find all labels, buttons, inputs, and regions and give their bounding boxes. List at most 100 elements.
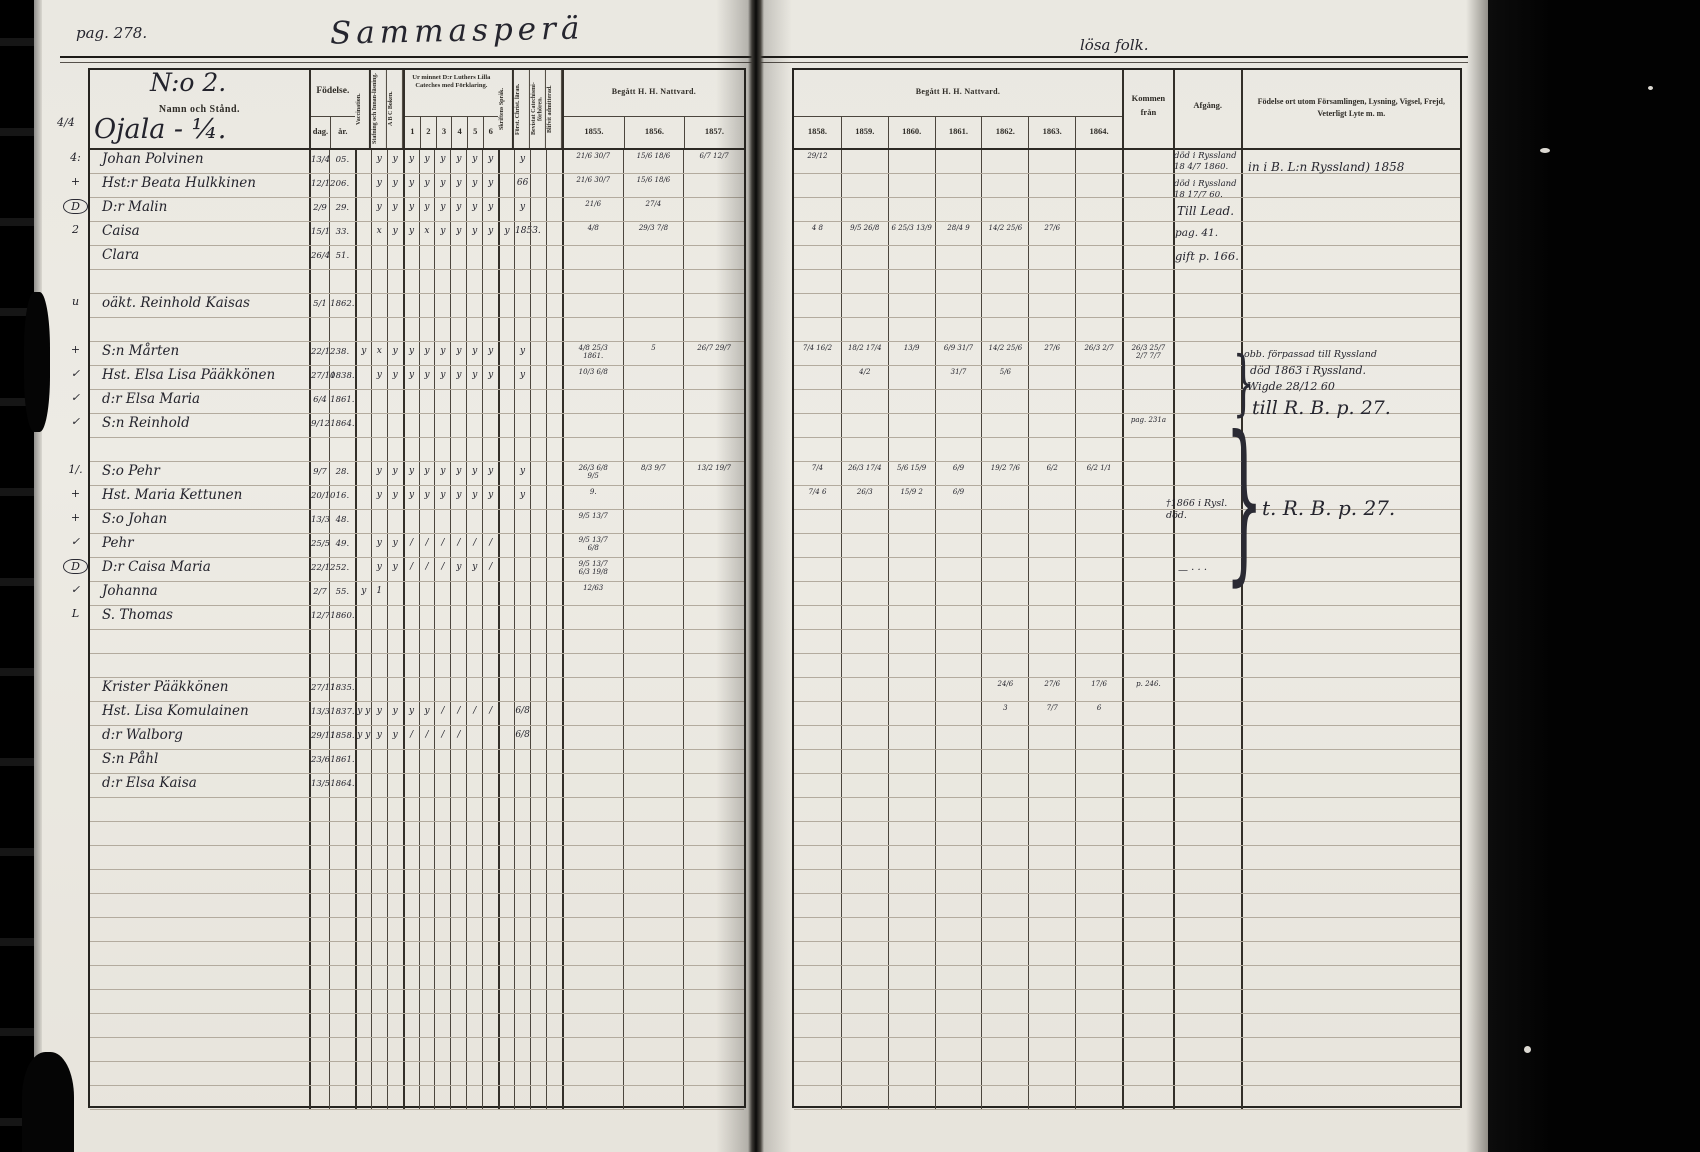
mark-cell (434, 1062, 450, 1085)
communion-mark-cell (683, 366, 744, 389)
mark-cell (529, 198, 546, 221)
communion-mark-cell (683, 582, 744, 605)
mark-cell (370, 246, 387, 269)
communion-mark-cell (794, 702, 841, 725)
mark-cell (402, 990, 419, 1013)
communion-mark-cell (1028, 894, 1075, 917)
mark-cell (498, 678, 514, 701)
afgang-note-johan: död i Ryssland 18 4/7 1860. (1174, 151, 1237, 172)
communion-mark-cell (683, 654, 744, 677)
birth-year-cell: 1862. (328, 294, 355, 317)
communion-mark-cell: 12/63 (561, 582, 623, 605)
communion-mark-cell (840, 870, 888, 893)
communion-mark-cell: 6/7 12/7 (683, 150, 744, 173)
communion-mark-cell (622, 486, 684, 509)
mark-cell: y (402, 150, 419, 173)
communion-mark-cell (981, 870, 1028, 893)
communion-mark-cell (887, 894, 935, 917)
page-number: pag. 278. (76, 24, 148, 42)
communion-mark-cell (887, 774, 935, 797)
communion-mark-cell (794, 606, 841, 629)
mark-cell (386, 246, 403, 269)
communion-mark-cell: 7/4 6 (808, 488, 827, 496)
mark-cell (498, 798, 514, 821)
afgang-note-clara: gift p. 166. (1175, 249, 1239, 263)
mark-cell: y (402, 174, 419, 197)
communion-mark-cell (683, 630, 744, 653)
ledger-row (794, 1062, 1460, 1086)
mark-cell (370, 510, 387, 533)
ledger-row: 29/12 (794, 150, 1460, 174)
afgang-note-caisa: pag. 41. (1175, 227, 1219, 239)
birth-day-cell (309, 918, 329, 941)
communion-mark-cell (887, 1086, 935, 1109)
birth-day-cell (309, 846, 329, 869)
communion-mark-cell (683, 1014, 744, 1037)
arrived-from-cell (1122, 918, 1173, 941)
ledger-row: + Hst. Maria Kettunen 20/10 16. y y y y y y y y y 9. (71, 486, 744, 510)
communion-mark-cell: 6 (1075, 702, 1122, 725)
mark-cell (545, 966, 562, 989)
communion-mark-cell: 19/2 7/6 (981, 462, 1028, 485)
communion-mark-cell (1075, 966, 1122, 989)
mark-cell (418, 1014, 435, 1037)
communion-mark-cell (683, 822, 744, 845)
communion-mark-cell (887, 174, 935, 197)
vaccination-header: Vaccination. (354, 70, 371, 148)
mark-cell (514, 990, 530, 1013)
remarks-cell (1240, 534, 1460, 557)
communion-mark-cell: 26/3 6/8 9/5 (561, 462, 623, 485)
mark-cell: y (418, 174, 435, 197)
mark-cell: y (418, 342, 435, 365)
ledger-row (90, 990, 744, 1014)
birth-day-cell: 20/10 (308, 486, 335, 509)
communion-mark-cell (1028, 966, 1075, 989)
communion-mark-cell (683, 438, 744, 461)
mark-cell (386, 414, 403, 437)
name-cell: Hst:r Beata Hulkkinen (102, 175, 256, 191)
communion-mark-cell (934, 990, 982, 1013)
mark-cell: y (354, 342, 371, 365)
mark-cell (545, 582, 562, 605)
mark-cell (386, 630, 403, 653)
mark-cell (498, 1014, 514, 1037)
arrived-from-cell (1122, 606, 1173, 629)
communion-mark-cell: 7/4 (811, 464, 824, 472)
communion-mark-cell (1075, 558, 1122, 581)
communion-mark-cell (934, 198, 982, 221)
arrived-from-cell (1122, 774, 1173, 797)
mark-cell (466, 318, 482, 341)
departure-cell (1172, 342, 1241, 365)
communion-mark-cell (1028, 918, 1075, 941)
communion-mark-cell (561, 678, 623, 701)
mark-cell (498, 294, 514, 317)
ledger-row: + Hst:r Beata Hulkkinen 12/12 06. y y y y y y y y 66… (71, 174, 744, 198)
communion-mark-cell: 27/6 (1028, 222, 1075, 245)
departure-cell (1172, 678, 1241, 701)
communion-mark-cell: 6/9 (934, 462, 982, 485)
mark-cell: x (418, 222, 435, 245)
ledger-row: 7/4 16/2 18/2 17/4 13/9 6/9 31/7 14/2 25/6 27… (794, 342, 1460, 366)
remarks-cell (1240, 1038, 1460, 1061)
mark-cell (482, 246, 498, 269)
birth-year-cell (328, 438, 355, 461)
margin-mark: u (71, 295, 80, 308)
communion-mark-cell (887, 630, 935, 653)
communion-mark-cell (622, 774, 684, 797)
mark-cell (434, 414, 450, 437)
mark-cell: y (466, 486, 482, 509)
mark-cell: / (434, 702, 450, 725)
mark-cell: 1853. (514, 222, 541, 245)
birth-day-cell (309, 1062, 329, 1085)
mark-cell (418, 798, 435, 821)
ledger-row (90, 942, 744, 966)
communion-mark-cell: 21/6 30/7 (561, 174, 623, 197)
mark-cell (386, 1086, 403, 1109)
birth-year-cell: 16. (328, 486, 355, 509)
mark-cell (466, 1086, 482, 1109)
mark-cell: y (402, 462, 419, 485)
mark-cell (498, 942, 514, 965)
top-rule (60, 56, 1468, 58)
communion-mark-cell: 15/6 18/6 (622, 150, 684, 173)
mark-cell (529, 630, 546, 653)
